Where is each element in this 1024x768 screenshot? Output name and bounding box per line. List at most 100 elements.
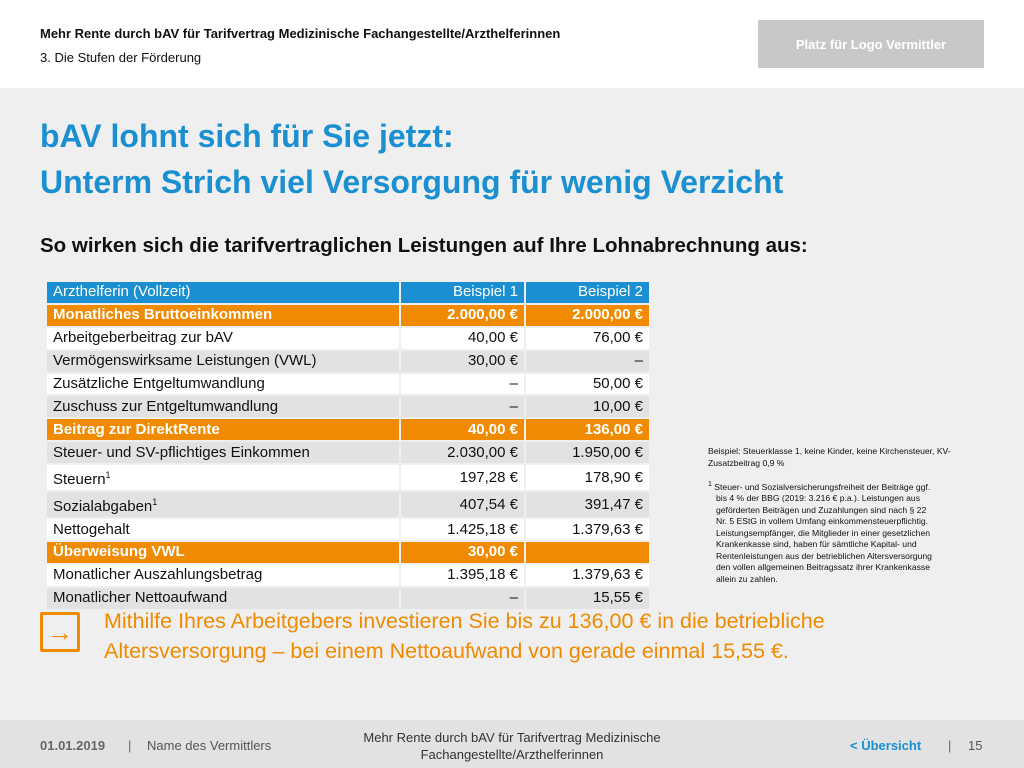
table-row: Überweisung VWL 30,00 € [47,542,649,565]
footnote: 1 Steuer- und Sozialversicherungsfreihei… [708,479,978,585]
table-row: Steuer- und SV-pflichtiges Einkommen 2.03… [47,442,649,466]
value-example-1: 2.000,00 € [401,304,526,328]
row-label-text: Monatliches Bruttoeinkommen [53,306,273,324]
row-label-text: Steuern [53,471,106,489]
row-label: Zusätzliche Entgeltumwandlung [47,373,402,397]
page-title-line1: bAV lohnt sich für Sie jetzt: [40,118,454,154]
table-row: Vermögenswirksame Leistungen (VWL) 30,00 … [47,350,649,374]
footnote-line: Krankenkasse sind, haben für sämtliche K… [708,539,978,551]
row-label-text: Beitrag zur DirektRente [53,420,220,438]
header-subtitle: 3. Die Stufen der Förderung [40,50,202,65]
page-title-line2: Unterm Strich viel Versorgung für wenig … [40,164,784,200]
row-label-text: Arbeitgeberbeitrag zur bAV [53,329,233,347]
value-example-2: Beispiel 2 [526,282,649,305]
value-example-2: 76,00 € [526,327,649,351]
value-example-2: 1.379,63 € [526,519,649,543]
footnote-line-text: Leistungsempfänger, die Mitglieder in ei… [716,527,931,538]
row-label: Arbeitgeberbeitrag zur bAV [47,327,402,351]
table-row: Nettogehalt 1.425,18 €1.379,63 € [47,519,649,543]
footnote-line: geförderten Beiträgen und Zuzahlungen si… [708,505,978,517]
row-label: Vermögenswirksame Leistungen (VWL) [47,350,402,374]
value-example-1: – [401,373,526,397]
footnote-line: den vollen allgemeinen Beitragssatz ihre… [708,562,978,574]
value-example-2: 15,55 € [526,587,649,611]
row-label-text: Monatlicher Nettoaufwand [53,589,228,607]
section-subtitle: So wirken sich die tarifvertraglichen Le… [40,234,808,257]
value-example-2: 10,00 € [526,396,649,420]
table-row: Sozialabgaben1 407,54 €391,47 € [47,492,649,520]
value-example-1: – [401,587,526,611]
footer-agent-name: Name des Vermittlers [147,738,272,753]
table-row: Zusätzliche Entgeltumwandlung –50,00 € [47,373,649,397]
row-label-text: Arzthelferin (Vollzeit) [53,283,191,301]
footer-center-text: Mehr Rente durch bAV für Tarifvertrag Me… [363,730,661,762]
logo-placeholder: Platz für Logo Vermittler [758,20,984,68]
footnote-line-text: allein zu zahlen. [716,573,778,584]
footnote-line: allein zu zahlen. [708,574,978,586]
row-label: Monatlicher Nettoaufwand [47,587,402,611]
row-label: Sozialabgaben1 [47,492,402,520]
value-example-1: 30,00 € [401,542,526,565]
row-label: Monatliches Bruttoeinkommen [47,304,402,328]
footnote-marker: 1 [152,497,158,508]
row-label: Steuer- und SV-pflichtiges Einkommen [47,442,402,466]
footnote-line: Leistungsempfänger, die Mitglieder in ei… [708,528,978,540]
footnote-marker: 1 [708,481,712,488]
row-label-text: Vermögenswirksame Leistungen (VWL) [53,352,317,370]
row-label: Nettogehalt [47,519,402,543]
footnote-line-text: bis 4 % der BBG (2019: 3.216 € p.a.). Le… [716,493,920,504]
value-example-2: 136,00 € [526,419,649,443]
value-example-2: 391,47 € [526,492,649,520]
footer-bar [0,720,1024,768]
footnote-line-text: Nr. 5 EStG in vollem Umfang einkommenste… [716,516,929,527]
value-example-1: – [401,396,526,420]
footer-separator: | [948,738,952,753]
table-row: Arzthelferin (Vollzeit) Beispiel 1 Beispie… [47,282,649,305]
value-example-1: 1.425,18 € [401,519,526,543]
footnote-line: 1 Steuer- und Sozialversicherungsfreihei… [708,479,978,493]
row-label-text: Zuschuss zur Entgeltumwandlung [53,397,279,415]
table-row: Monatlicher Auszahlungsbetrag 1.395,18 €1… [47,564,649,588]
value-example-2: 1.379,63 € [526,564,649,588]
value-example-1: 40,00 € [401,327,526,351]
value-example-1: 40,00 € [401,419,526,443]
value-example-2: 1.950,00 € [526,442,649,466]
row-label: Arzthelferin (Vollzeit) [47,282,402,305]
footnote-line: Rentenleistungen aus der betrieblichen A… [708,551,978,563]
footnote-line-text: Rentenleistungen aus der betrieblichen A… [716,550,932,561]
row-label-text: Überweisung VWL [53,543,185,561]
row-label: Beitrag zur DirektRente [47,419,402,443]
footnote-line-text: den vollen allgemeinen Beitragssatz ihre… [716,562,931,573]
overview-link[interactable]: < Übersicht [850,738,922,753]
table-row: Monatliches Bruttoeinkommen 2.000,00 €2.0… [47,304,649,328]
value-example-2: – [526,350,649,374]
footnote-line-text: Steuer- und Sozialversicherungsfreiheit … [714,481,931,492]
row-label: Überweisung VWL [47,542,402,565]
table-row: Beitrag zur DirektRente 40,00 €136,00 € [47,419,649,443]
table-row: Arbeitgeberbeitrag zur bAV 40,00 €76,00 € [47,327,649,351]
row-label-text: Steuer- und SV-pflichtiges Einkommen [53,443,310,461]
value-example-1: 1.395,18 € [401,564,526,588]
footer-separator: | [128,738,132,753]
value-example-1: 407,54 € [401,492,526,520]
row-label-text: Zusätzliche Entgeltumwandlung [53,375,265,392]
salary-table: Arzthelferin (Vollzeit) Beispiel 1 Beispie… [47,282,649,611]
footnote-line: bis 4 % der BBG (2019: 3.216 € p.a.). Le… [708,493,978,505]
table-row: Monatlicher Nettoaufwand –15,55 € [47,587,649,611]
value-example-1: Beispiel 1 [401,282,526,305]
row-label-text: Nettogehalt [53,520,130,538]
value-example-2: 50,00 € [526,373,649,397]
footnote-line-text: geförderten Beiträgen und Zuzahlungen si… [716,504,927,515]
value-example-1: 197,28 € [401,465,526,493]
row-label: Monatlicher Auszahlungsbetrag [47,564,402,588]
table-row: Steuern1 197,28 €178,90 € [47,465,649,493]
footer-date: 01.01.2019 [40,738,106,753]
row-label-text: Monatlicher Auszahlungsbetrag [53,566,263,584]
page-number: 15 [968,738,983,753]
table-row: Zuschuss zur Entgeltumwandlung –10,00 € [47,396,649,420]
footnote-line: Nr. 5 EStG in vollem Umfang einkommenste… [708,516,978,528]
row-label: Zuschuss zur Entgeltumwandlung [47,396,402,420]
value-example-2 [526,542,649,565]
arrow-right-icon: → [40,612,80,652]
row-label-text: Sozialabgaben [53,498,153,516]
